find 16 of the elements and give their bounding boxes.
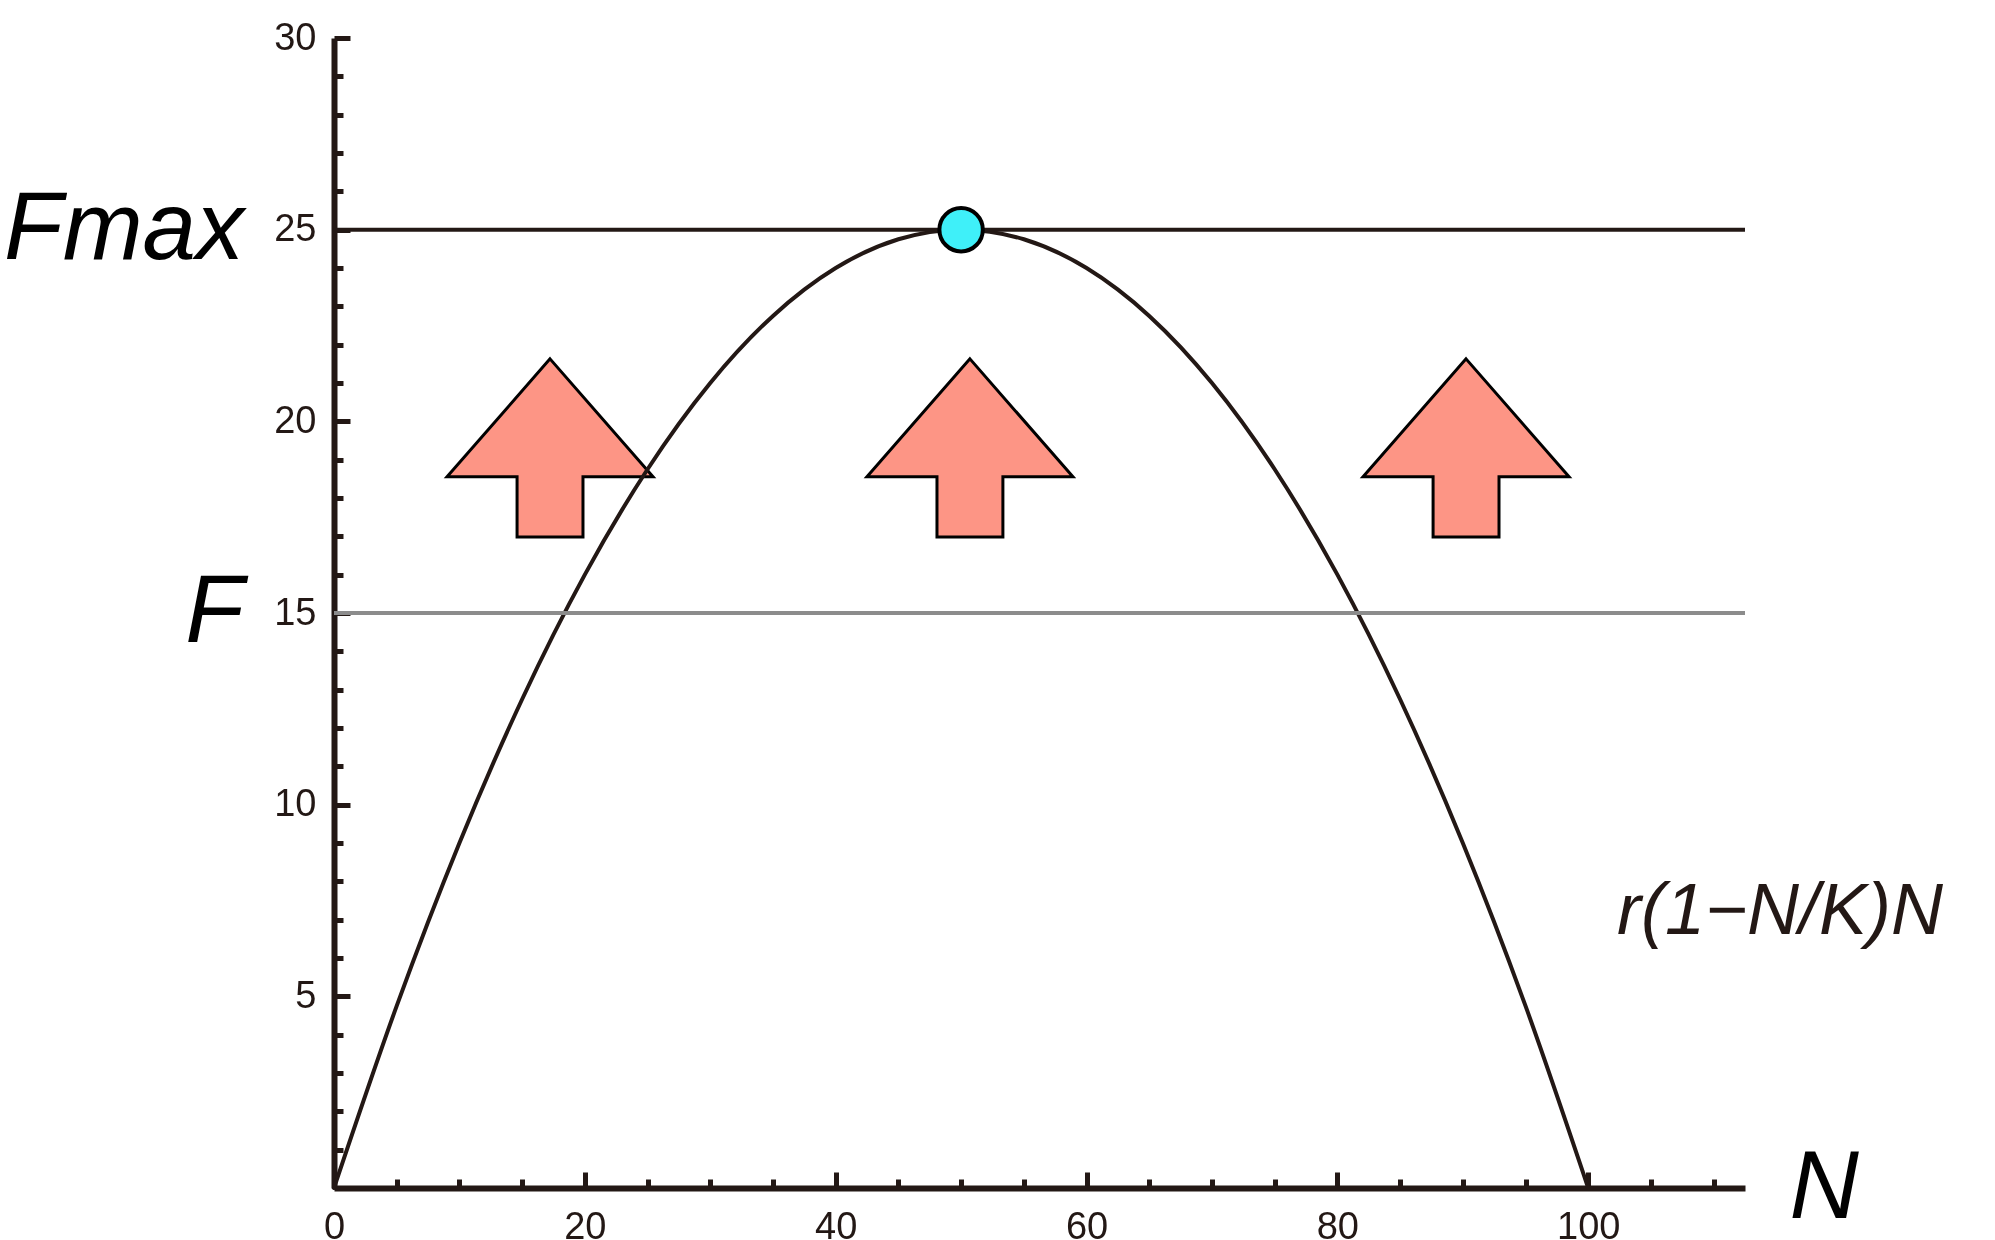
ref-line-label: F <box>185 555 250 662</box>
x-axis-title: N <box>1789 1130 1860 1238</box>
y-tick-label: 20 <box>274 398 317 441</box>
y-tick-label: 10 <box>274 782 317 825</box>
x-tick-label: 60 <box>1065 1204 1109 1240</box>
series-label: r(1−N/K)N <box>1616 869 1945 949</box>
x-tick-label: 0 <box>323 1204 346 1240</box>
x-tick-label: 40 <box>815 1204 858 1240</box>
y-tick-label: 30 <box>274 15 317 58</box>
y-tick-label: 15 <box>274 590 317 633</box>
ref-line-label: Fmax <box>4 171 247 279</box>
y-tick-label: 5 <box>295 973 317 1016</box>
x-tick-label: 100 <box>1557 1204 1621 1240</box>
y-tick-label: 25 <box>274 207 317 250</box>
x-tick-label: 20 <box>564 1204 607 1240</box>
x-tick-label: 80 <box>1316 1204 1360 1240</box>
